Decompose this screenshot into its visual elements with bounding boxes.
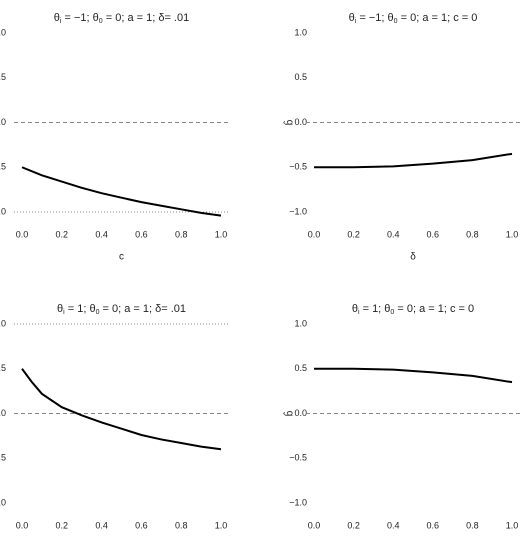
y-tick-label: 1.0 <box>0 318 6 328</box>
x-tick-label: 0.8 <box>466 520 479 530</box>
x-tick-label: 0.4 <box>95 520 108 530</box>
y-tick-label: 0.5 <box>294 363 307 373</box>
data-line <box>314 367 513 384</box>
y-tick-label: 0.0 <box>0 408 6 418</box>
y-tick-label: −1.0 <box>0 206 6 216</box>
y-tick-label: −1.0 <box>0 497 6 507</box>
x-tick-label: 0.0 <box>16 229 29 239</box>
y-tick-label: 0.5 <box>0 72 6 82</box>
x-tick-label: 0.6 <box>135 229 148 239</box>
x-axis-title: δ <box>410 252 416 263</box>
y-tick-label: 1.0 <box>294 27 307 37</box>
x-tick-label: 0.2 <box>347 520 360 530</box>
x-tick-label: 0.4 <box>387 229 400 239</box>
x-tick-label: 1.0 <box>215 520 228 530</box>
data-line <box>314 152 513 169</box>
x-tick-label: 0.0 <box>308 520 321 530</box>
panel-title: θi = 1; θ0 = 0; a = 1; δ= .01 <box>57 303 186 316</box>
x-tick-label: 0.8 <box>175 229 188 239</box>
y-tick-label: 0.0 <box>294 117 307 127</box>
x-tick-label: 0.6 <box>427 520 440 530</box>
x-tick-label: 0.0 <box>308 229 321 239</box>
y-axis-title: b̂ <box>282 119 296 125</box>
panel-title: θi = −1; θ0 = 0; a = 1; δ= .01 <box>54 12 189 25</box>
x-tick-label: 0.8 <box>466 229 479 239</box>
x-tick-label: 0.6 <box>427 229 440 239</box>
y-tick-label: −1.0 <box>289 497 307 507</box>
y-tick-label: −0.5 <box>0 453 6 463</box>
data-line <box>21 368 222 451</box>
x-tick-label: 0.4 <box>95 229 108 239</box>
x-tick-label: 0.2 <box>347 229 360 239</box>
y-tick-label: −0.5 <box>289 453 307 463</box>
x-tick-label: 0.0 <box>16 520 29 530</box>
y-tick-label: −1.0 <box>289 206 307 216</box>
y-axis-title: b̂ <box>282 410 296 416</box>
y-tick-label: −0.5 <box>289 162 307 172</box>
y-tick-label: −0.5 <box>0 162 6 172</box>
data-line <box>21 166 222 217</box>
x-tick-label: 0.2 <box>56 520 69 530</box>
y-tick-label: 0.0 <box>294 408 307 418</box>
panel-title: θi = −1; θ0 = 0; a = 1; c = 0 <box>349 12 478 25</box>
panel-title: θi = 1; θ0 = 0; a = 1; c = 0 <box>352 303 474 316</box>
x-tick-label: 1.0 <box>506 229 519 239</box>
x-axis-title: c <box>119 252 124 263</box>
y-tick-label: 0.0 <box>0 117 6 127</box>
y-tick-label: 1.0 <box>294 318 307 328</box>
y-tick-label: 1.0 <box>0 27 6 37</box>
y-tick-label: 0.5 <box>0 363 6 373</box>
x-tick-label: 1.0 <box>215 229 228 239</box>
y-tick-label: 0.5 <box>294 72 307 82</box>
x-tick-label: 0.4 <box>387 520 400 530</box>
x-tick-label: 0.6 <box>135 520 148 530</box>
x-tick-label: 0.2 <box>56 229 69 239</box>
x-tick-label: 1.0 <box>506 520 519 530</box>
x-tick-label: 0.8 <box>175 520 188 530</box>
